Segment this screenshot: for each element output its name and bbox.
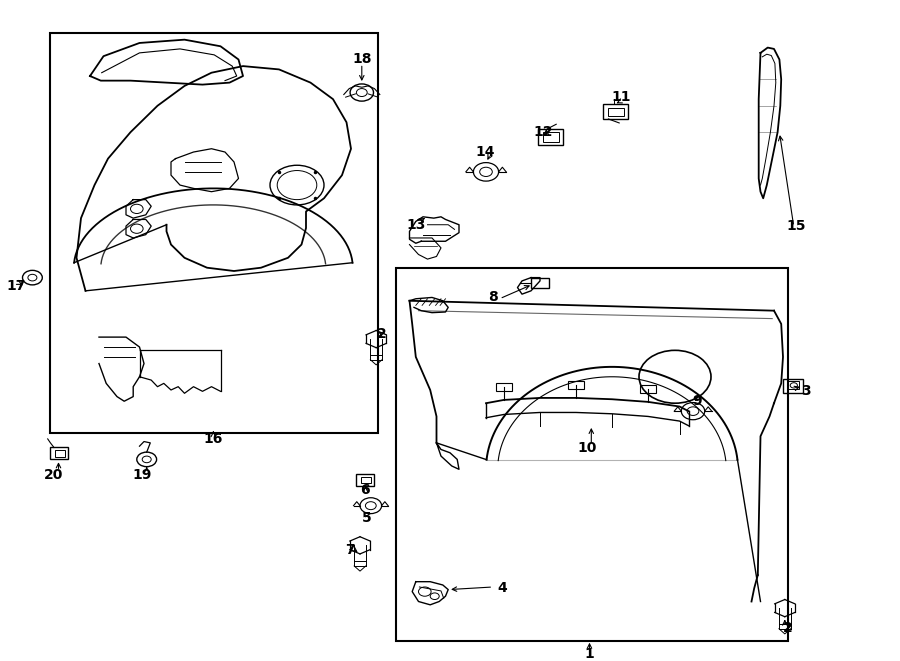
Text: 18: 18 [352, 52, 372, 67]
Bar [50, 447, 68, 459]
Text: 1: 1 [585, 647, 594, 661]
Text: 10: 10 [577, 441, 597, 455]
Bar [356, 474, 374, 486]
Bar [396, 268, 788, 641]
Text: 19: 19 [132, 468, 152, 483]
Bar [361, 477, 371, 483]
Text: 13: 13 [406, 217, 426, 232]
Text: 14: 14 [475, 145, 495, 159]
Text: 15: 15 [787, 219, 806, 233]
Text: 12: 12 [533, 125, 553, 139]
Bar [531, 278, 549, 288]
Bar [50, 33, 378, 433]
Bar [603, 104, 628, 119]
Text: 2: 2 [783, 621, 792, 635]
Bar [55, 450, 65, 457]
Bar [496, 383, 512, 391]
Text: 20: 20 [44, 468, 64, 483]
Text: 2: 2 [377, 327, 386, 341]
Text: 6: 6 [360, 483, 369, 498]
Text: 7: 7 [346, 543, 355, 557]
Text: 11: 11 [611, 89, 631, 104]
Text: 16: 16 [203, 432, 223, 446]
Bar [608, 108, 624, 116]
Text: 4: 4 [498, 581, 507, 596]
Text: 3: 3 [801, 384, 810, 399]
Bar [543, 132, 559, 142]
Bar [568, 381, 584, 389]
Text: 17: 17 [6, 278, 26, 293]
Bar [783, 379, 803, 393]
Text: 9: 9 [693, 394, 702, 408]
Text: 5: 5 [363, 511, 372, 525]
Text: 8: 8 [489, 290, 498, 305]
Bar [538, 129, 563, 145]
Bar [788, 381, 799, 389]
Bar [640, 385, 656, 393]
